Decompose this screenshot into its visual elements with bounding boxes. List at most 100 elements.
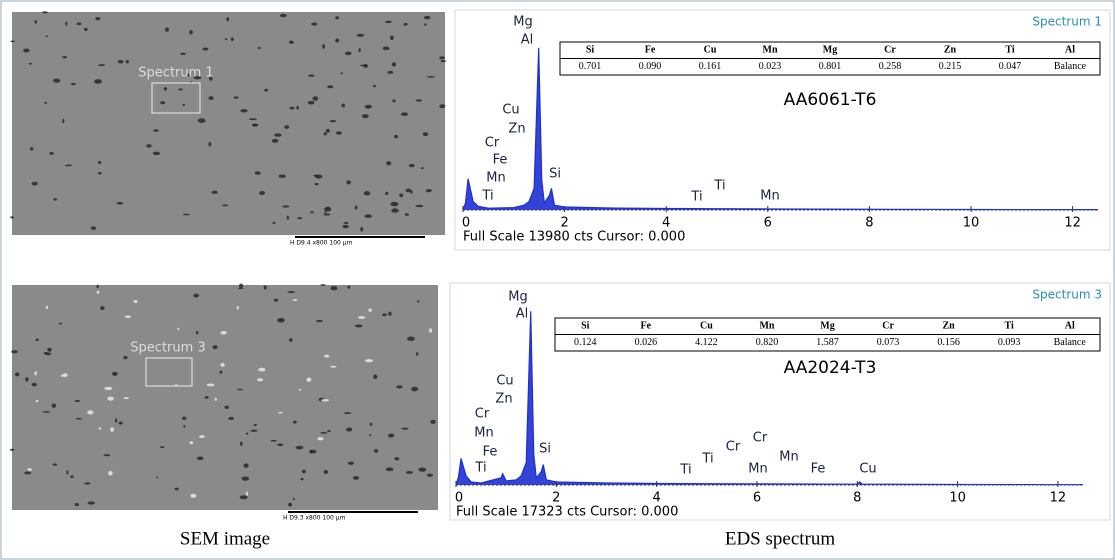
- particle: [211, 190, 218, 194]
- particle: [264, 88, 269, 92]
- particle: [253, 423, 257, 427]
- scale-strip: [12, 235, 445, 249]
- particle: [174, 487, 179, 491]
- particle: [408, 163, 415, 168]
- table-header: Mn: [759, 321, 774, 332]
- particle: [208, 96, 214, 101]
- spectrum-box: [145, 357, 193, 387]
- peak-label: Fe: [811, 462, 826, 477]
- particle: [100, 306, 105, 311]
- particle: [277, 443, 284, 447]
- particle: [405, 471, 414, 474]
- peak-label: Ti: [701, 452, 713, 467]
- particle: [60, 374, 64, 378]
- particle: [257, 47, 261, 49]
- particle: [226, 17, 230, 22]
- particle: [373, 84, 376, 88]
- table-header: Zn: [944, 45, 957, 56]
- particle: [342, 224, 349, 229]
- particle: [219, 370, 223, 374]
- particle: [76, 417, 82, 420]
- table-cell: 0.090: [639, 61, 662, 72]
- particle: [212, 345, 218, 350]
- particle: [70, 82, 76, 86]
- particle: [343, 412, 352, 414]
- particle: [335, 38, 340, 43]
- particle: [308, 74, 315, 77]
- particle: [309, 449, 317, 454]
- particle: [320, 431, 328, 434]
- table-cell: 0.701: [579, 61, 602, 72]
- particle: [146, 144, 152, 148]
- particle: [277, 317, 285, 323]
- particle: [361, 114, 369, 119]
- particle: [62, 56, 67, 59]
- particle: [312, 96, 319, 101]
- particle: [385, 191, 389, 196]
- particle: [230, 37, 234, 41]
- particle: [118, 421, 123, 425]
- particle: [272, 221, 276, 224]
- particle: [204, 396, 209, 399]
- particle: [233, 96, 239, 99]
- particle: [356, 33, 365, 37]
- peak-label: Ti: [690, 190, 702, 205]
- particle: [64, 164, 73, 167]
- particle: [403, 22, 408, 26]
- particle: [24, 471, 32, 475]
- table-cell: 1.587: [816, 337, 839, 348]
- particle: [292, 420, 297, 424]
- particle: [31, 181, 38, 186]
- particle: [163, 87, 167, 91]
- particle: [358, 48, 361, 53]
- spectrum-label: Spectrum 1: [138, 66, 213, 81]
- particle: [374, 449, 379, 453]
- peak-label: Ti: [713, 179, 725, 194]
- particle: [66, 470, 69, 475]
- particle: [10, 40, 15, 43]
- particle: [224, 405, 230, 410]
- particle: [369, 434, 372, 437]
- particle: [114, 418, 118, 423]
- particle: [117, 59, 124, 64]
- particle: [123, 397, 129, 400]
- spectrum-label: Spectrum 3: [130, 341, 205, 356]
- particle: [330, 365, 337, 368]
- particle: [45, 305, 48, 310]
- particle: [189, 441, 194, 445]
- particle: [394, 457, 400, 461]
- table-cell: 0.258: [879, 61, 902, 72]
- particle: [258, 367, 266, 372]
- particle: [346, 427, 353, 432]
- particle: [241, 476, 250, 481]
- table-cell: 0.215: [939, 61, 962, 72]
- particle: [34, 371, 37, 376]
- x-tick-label: 4: [652, 491, 660, 506]
- particle: [65, 21, 68, 26]
- particle: [286, 215, 289, 220]
- particle: [44, 101, 48, 104]
- particle: [193, 76, 202, 80]
- table-header: Ti: [1005, 321, 1014, 332]
- table-cell: Balance: [1054, 61, 1087, 72]
- particle: [96, 290, 100, 294]
- particle: [9, 448, 15, 451]
- particle: [289, 106, 295, 110]
- particle: [254, 171, 261, 175]
- particle: [87, 410, 94, 415]
- peak-label: Al: [521, 33, 534, 48]
- table-header: Mg: [820, 321, 834, 332]
- table-cell: Balance: [1054, 337, 1087, 348]
- particle: [23, 48, 30, 53]
- particle: [51, 403, 57, 408]
- particle: [35, 399, 39, 403]
- particle: [296, 105, 299, 110]
- particle: [321, 399, 329, 402]
- particle: [292, 299, 298, 301]
- x-tick-label: 8: [865, 216, 873, 231]
- table-cell: 0.820: [756, 337, 779, 348]
- particle: [292, 498, 295, 501]
- x-tick-label: 0: [462, 216, 470, 231]
- particle: [324, 206, 332, 212]
- particle: [400, 112, 409, 116]
